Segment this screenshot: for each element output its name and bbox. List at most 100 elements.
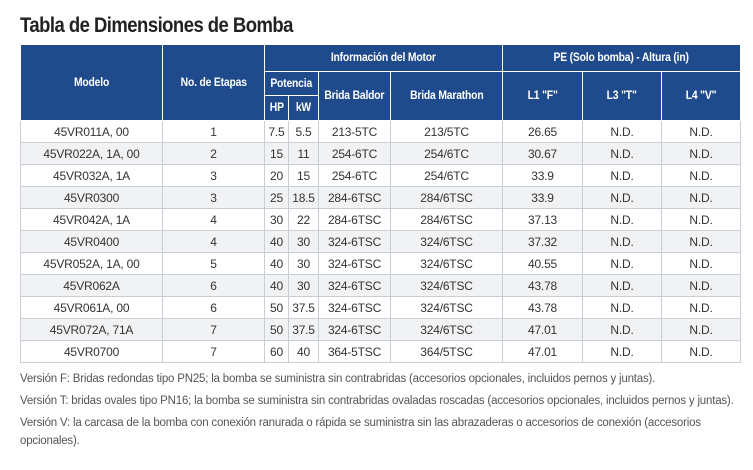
cell-l3: N.D. — [582, 296, 662, 319]
cell-baldor: 324-6TSC — [318, 230, 391, 253]
cell-l4: N.D. — [660, 318, 742, 341]
notes: Versión F: Bridas redondas tipo PN25; la… — [20, 370, 735, 454]
cell-baldor: 324-6TSC — [318, 318, 391, 341]
cell-l4: N.D. — [660, 274, 742, 297]
table-row: 45VR032A, 1A 3 20 15 254-6TC 254/6TC 33.9 N.D. N… — [20, 164, 742, 187]
cell-marathon: 284/6TSC — [390, 208, 503, 231]
cell-etapas: 5 — [162, 252, 265, 275]
cell-l3: N.D. — [582, 274, 662, 297]
cell-hp: 25 — [264, 186, 289, 209]
cell-modelo: 45VR0700 — [20, 340, 163, 363]
cell-l4: N.D. — [660, 208, 742, 231]
table-row: 45VR052A, 1A, 00 5 40 30 324-6TSC 324/6TSC 40.… — [20, 252, 742, 275]
cell-modelo: 45VR072A, 71A — [20, 318, 163, 341]
cell-etapas: 2 — [162, 142, 265, 165]
cell-kw: 30 — [288, 274, 319, 297]
note-version-v: Versión V: la carcasa de la bomba con co… — [20, 417, 701, 447]
table-row: 45VR0700 7 60 40 364-5TSC 364/5TSC 47.01 N.D. N.… — [20, 340, 742, 363]
cell-l1: 26.65 — [502, 120, 583, 143]
table-row: 45VR042A, 1A 4 30 22 284-6TSC 284/6TSC 37.13 N.… — [20, 208, 742, 231]
cell-modelo: 45VR061A, 00 — [20, 296, 163, 319]
cell-l4: N.D. — [660, 164, 742, 187]
header-info-motor: Información del Motor — [264, 44, 503, 72]
header-modelo: Modelo — [20, 44, 163, 121]
header-potencia: Potencia — [264, 71, 319, 96]
cell-baldor: 284-6TSC — [318, 186, 391, 209]
cell-l3: N.D. — [582, 230, 662, 253]
cell-kw: 18.5 — [288, 186, 319, 209]
cell-modelo: 45VR052A, 1A, 00 — [20, 252, 163, 275]
cell-l3: N.D. — [582, 120, 662, 143]
cell-etapas: 4 — [162, 230, 265, 253]
cell-l4: N.D. — [660, 296, 742, 319]
cell-l1: 43.78 — [502, 296, 583, 319]
header-l4: L4 "V" — [660, 71, 742, 121]
header-etapas: No. de Etapas — [162, 44, 265, 121]
note-version-f: Versión F: Bridas redondas tipo PN25; la… — [20, 373, 656, 385]
page-title: Tabla de Dimensiones de Bomba — [20, 14, 293, 37]
cell-l1: 30.67 — [502, 142, 583, 165]
header-pe-altura: PE (Solo bomba) - Altura (in) — [501, 44, 742, 72]
cell-modelo: 45VR011A, 00 — [20, 120, 163, 143]
cell-l3: N.D. — [582, 208, 662, 231]
cell-baldor: 254-6TC — [318, 164, 391, 187]
table-row: 45VR0300 3 25 18.5 284-6TSC 284/6TSC 33.9 N.D. N… — [20, 186, 742, 209]
cell-marathon: 254/6TC — [390, 142, 503, 165]
table-row: 45VR072A, 71A 7 50 37.5 324-6TSC 324/6TSC 47.0… — [20, 318, 742, 341]
header-l3: L3 "T" — [582, 71, 662, 121]
cell-l1: 37.32 — [502, 230, 583, 253]
cell-marathon: 254/6TC — [390, 164, 503, 187]
cell-etapas: 7 — [162, 318, 265, 341]
cell-etapas: 6 — [162, 274, 265, 297]
cell-etapas: 1 — [162, 120, 265, 143]
cell-marathon: 213/5TC — [390, 120, 503, 143]
header-kw: kW — [288, 95, 319, 121]
cell-baldor: 364-5TSC — [318, 340, 391, 363]
cell-baldor: 254-6TC — [318, 142, 391, 165]
cell-l1: 33.9 — [502, 186, 583, 209]
cell-l3: N.D. — [582, 186, 662, 209]
cell-kw: 5.5 — [288, 120, 319, 143]
cell-etapas: 6 — [162, 296, 265, 319]
cell-hp: 7.5 — [264, 120, 289, 143]
cell-etapas: 3 — [162, 186, 265, 209]
cell-hp: 30 — [264, 208, 289, 231]
cell-l3: N.D. — [582, 252, 662, 275]
cell-hp: 50 — [264, 318, 289, 341]
cell-marathon: 324/6TSC — [390, 230, 503, 253]
header-brida-baldor: Brida Baldor — [318, 71, 391, 121]
cell-hp: 50 — [264, 296, 289, 319]
cell-baldor: 324-6TSC — [318, 296, 391, 319]
cell-l4: N.D. — [660, 340, 742, 363]
cell-hp: 15 — [264, 142, 289, 165]
cell-etapas: 7 — [162, 340, 265, 363]
cell-kw: 30 — [288, 252, 319, 275]
cell-modelo: 45VR042A, 1A — [20, 208, 163, 231]
cell-kw: 30 — [288, 230, 319, 253]
header-brida-marathon: Brida Marathon — [390, 71, 503, 121]
cell-kw: 22 — [288, 208, 319, 231]
cell-l1: 40.55 — [502, 252, 583, 275]
cell-kw: 40 — [288, 340, 319, 363]
cell-etapas: 3 — [162, 164, 265, 187]
note-version-t: Versión T: bridas ovales tipo PN16; la b… — [20, 395, 734, 407]
cell-baldor: 213-5TC — [318, 120, 391, 143]
table-row: 45VR0400 4 40 30 324-6TSC 324/6TSC 37.32 N.D. N.… — [20, 230, 742, 253]
cell-modelo: 45VR022A, 1A, 00 — [20, 142, 163, 165]
cell-marathon: 324/6TSC — [390, 274, 503, 297]
cell-kw: 15 — [288, 164, 319, 187]
cell-l4: N.D. — [660, 252, 742, 275]
cell-marathon: 324/6TSC — [390, 252, 503, 275]
cell-l1: 33.9 — [502, 164, 583, 187]
cell-l3: N.D. — [582, 164, 662, 187]
cell-l1: 47.01 — [502, 340, 583, 363]
cell-hp: 20 — [264, 164, 289, 187]
cell-l3: N.D. — [582, 318, 662, 341]
cell-baldor: 284-6TSC — [318, 208, 391, 231]
table-row: 45VR022A, 1A, 00 2 15 11 254-6TC 254/6TC 30.67… — [20, 142, 742, 165]
dimensions-table: Modelo No. de Etapas Información del Mot… — [20, 44, 742, 363]
cell-hp: 40 — [264, 274, 289, 297]
cell-marathon: 284/6TSC — [390, 186, 503, 209]
cell-hp: 40 — [264, 252, 289, 275]
